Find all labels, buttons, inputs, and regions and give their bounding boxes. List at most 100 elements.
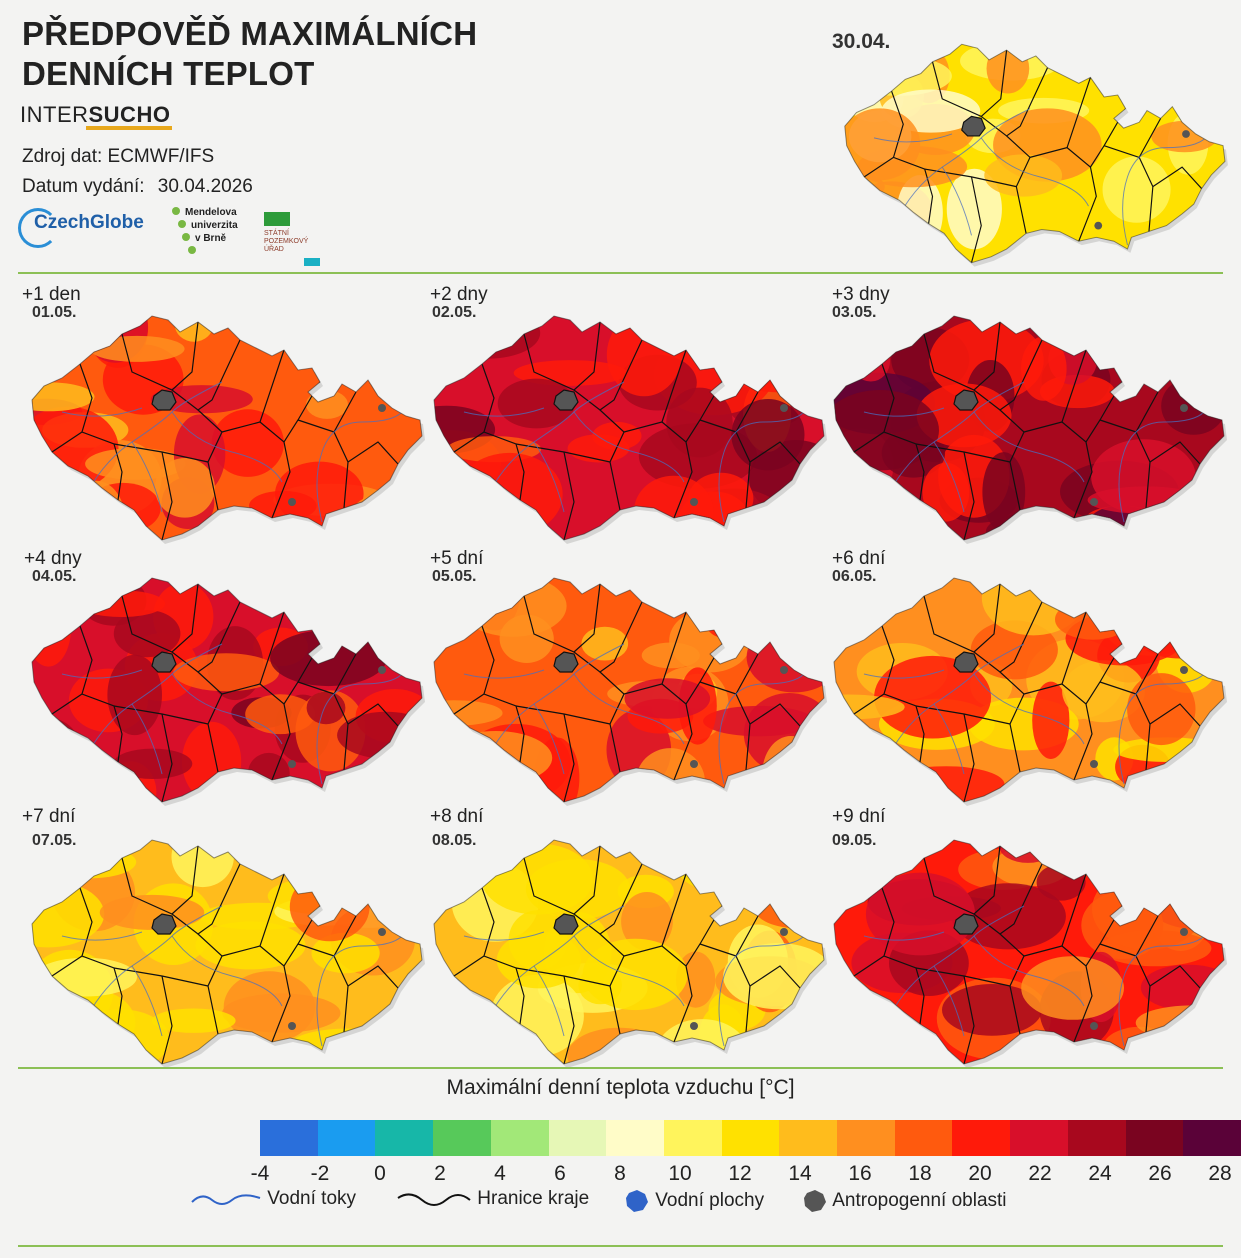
- river: [573, 935, 685, 1007]
- tick-label: 20: [968, 1162, 992, 1185]
- river: [1122, 137, 1206, 246]
- river: [1118, 411, 1205, 523]
- country-outline: [433, 315, 825, 541]
- region-border: [563, 975, 575, 1064]
- region-border: [1078, 167, 1097, 242]
- urban-area: [288, 760, 296, 768]
- tick-label: -2: [310, 1162, 330, 1185]
- divider-bottom: [18, 1245, 1223, 1247]
- river: [171, 673, 283, 745]
- divider-middle: [18, 1067, 1223, 1069]
- river: [1118, 935, 1205, 1047]
- key-urban-label: Antropogenní oblasti: [832, 1190, 1007, 1212]
- panel-1-date: 01.05.: [32, 304, 77, 321]
- region-border: [1061, 643, 1123, 705]
- forecast-map-8: [433, 839, 827, 1068]
- river: [973, 411, 1085, 483]
- river: [941, 166, 972, 236]
- river: [933, 965, 965, 1037]
- forecast-map-1: [31, 315, 425, 544]
- prague-urban-area: [953, 651, 979, 673]
- region-border: [1138, 157, 1154, 232]
- title-line-1: PŘEDPOVĚĎ MAXIMÁLNÍCH: [22, 15, 478, 52]
- country-outline: [31, 839, 423, 1065]
- region-border: [347, 441, 399, 465]
- czechglobe-text: CzechGlobe: [34, 212, 144, 233]
- panel-3-label: +3 dny: [832, 284, 890, 305]
- tick-label: 22: [1028, 1162, 1052, 1185]
- color-swatch: [433, 1120, 491, 1156]
- region-border: [573, 863, 643, 935]
- today-date: 30.04.: [832, 30, 891, 53]
- panel-4-date: 04.05.: [32, 568, 77, 585]
- river: [316, 411, 403, 523]
- color-swatch: [375, 1120, 434, 1156]
- region-border: [573, 601, 643, 673]
- key-rivers-label: Vodní toky: [267, 1188, 357, 1210]
- panel-3-date: 03.05.: [832, 304, 877, 321]
- divider-top: [18, 272, 1223, 274]
- river: [863, 931, 945, 941]
- brand-part-b: SUCHO: [88, 102, 171, 127]
- partner-logos: CzechGlobe Mendelova univerzita v Brně S…: [18, 206, 340, 270]
- region-border: [881, 887, 925, 1025]
- urban-area: [780, 928, 788, 936]
- key-rivers: Vodní toky: [190, 1188, 356, 1210]
- river: [718, 935, 805, 1047]
- panel-5-label: +5 dní: [430, 548, 484, 569]
- region-border: [1061, 381, 1123, 443]
- panel-6-date: 06.05.: [832, 568, 877, 585]
- river: [483, 905, 625, 1027]
- title-line-2: DENNÍCH TEPLOT: [22, 55, 315, 92]
- river: [573, 673, 685, 745]
- region-border: [79, 363, 123, 501]
- mendelu-logo: Mendelova univerzita v Brně: [172, 206, 238, 258]
- urban-area: [1090, 1022, 1098, 1030]
- region-border: [79, 625, 123, 763]
- river: [483, 643, 625, 765]
- mendelu-dot-icon: [172, 207, 180, 215]
- river: [316, 673, 403, 785]
- prague-urban-area: [953, 913, 979, 935]
- color-swatch: [721, 1120, 780, 1156]
- region-border: [171, 863, 241, 935]
- mendelu-dot-icon: [188, 246, 196, 254]
- color-swatch: [606, 1120, 664, 1156]
- panel-8-label: +8 dní: [430, 806, 484, 827]
- key-water: Vodní plochy: [624, 1188, 764, 1214]
- panel-7-date: 07.05.: [32, 832, 77, 849]
- czechglobe-ring-icon: [18, 208, 58, 248]
- forecast-map-4: [31, 577, 425, 806]
- river: [883, 905, 1025, 1027]
- spu-green-mark-icon: [264, 212, 290, 226]
- color-scale: [260, 1120, 1241, 1156]
- region-border: [863, 156, 894, 178]
- region-border: [973, 339, 1043, 411]
- color-swatch: [1010, 1120, 1068, 1156]
- region-border: [963, 975, 975, 1064]
- region-border: [881, 625, 925, 763]
- region-border: [970, 176, 982, 263]
- river: [933, 703, 965, 775]
- temperature-field: [32, 316, 422, 540]
- region-border: [1061, 905, 1123, 967]
- color-swatch: [1183, 1120, 1241, 1156]
- prague-urban-area: [553, 389, 579, 411]
- river: [980, 137, 1089, 207]
- spu-logo: STÁTNÍ POZEMKOVÝ ÚŘAD: [264, 212, 320, 266]
- mendelu-line-1: Mendelova: [185, 207, 237, 218]
- issue-date-label: Datum vydání:: [22, 176, 145, 197]
- urban-area: [690, 760, 698, 768]
- prague-urban-area: [151, 389, 177, 411]
- region-border: [347, 965, 399, 989]
- region-border: [481, 887, 525, 1025]
- region-border: [1066, 108, 1127, 169]
- region-border: [1149, 965, 1201, 989]
- panel-9-label: +9 dní: [832, 806, 886, 827]
- color-swatch: [260, 1120, 318, 1156]
- river: [61, 931, 143, 941]
- river: [718, 411, 805, 523]
- country-outline: [844, 43, 1226, 264]
- tick-label: 26: [1148, 1162, 1172, 1185]
- urban-area: [288, 1022, 296, 1030]
